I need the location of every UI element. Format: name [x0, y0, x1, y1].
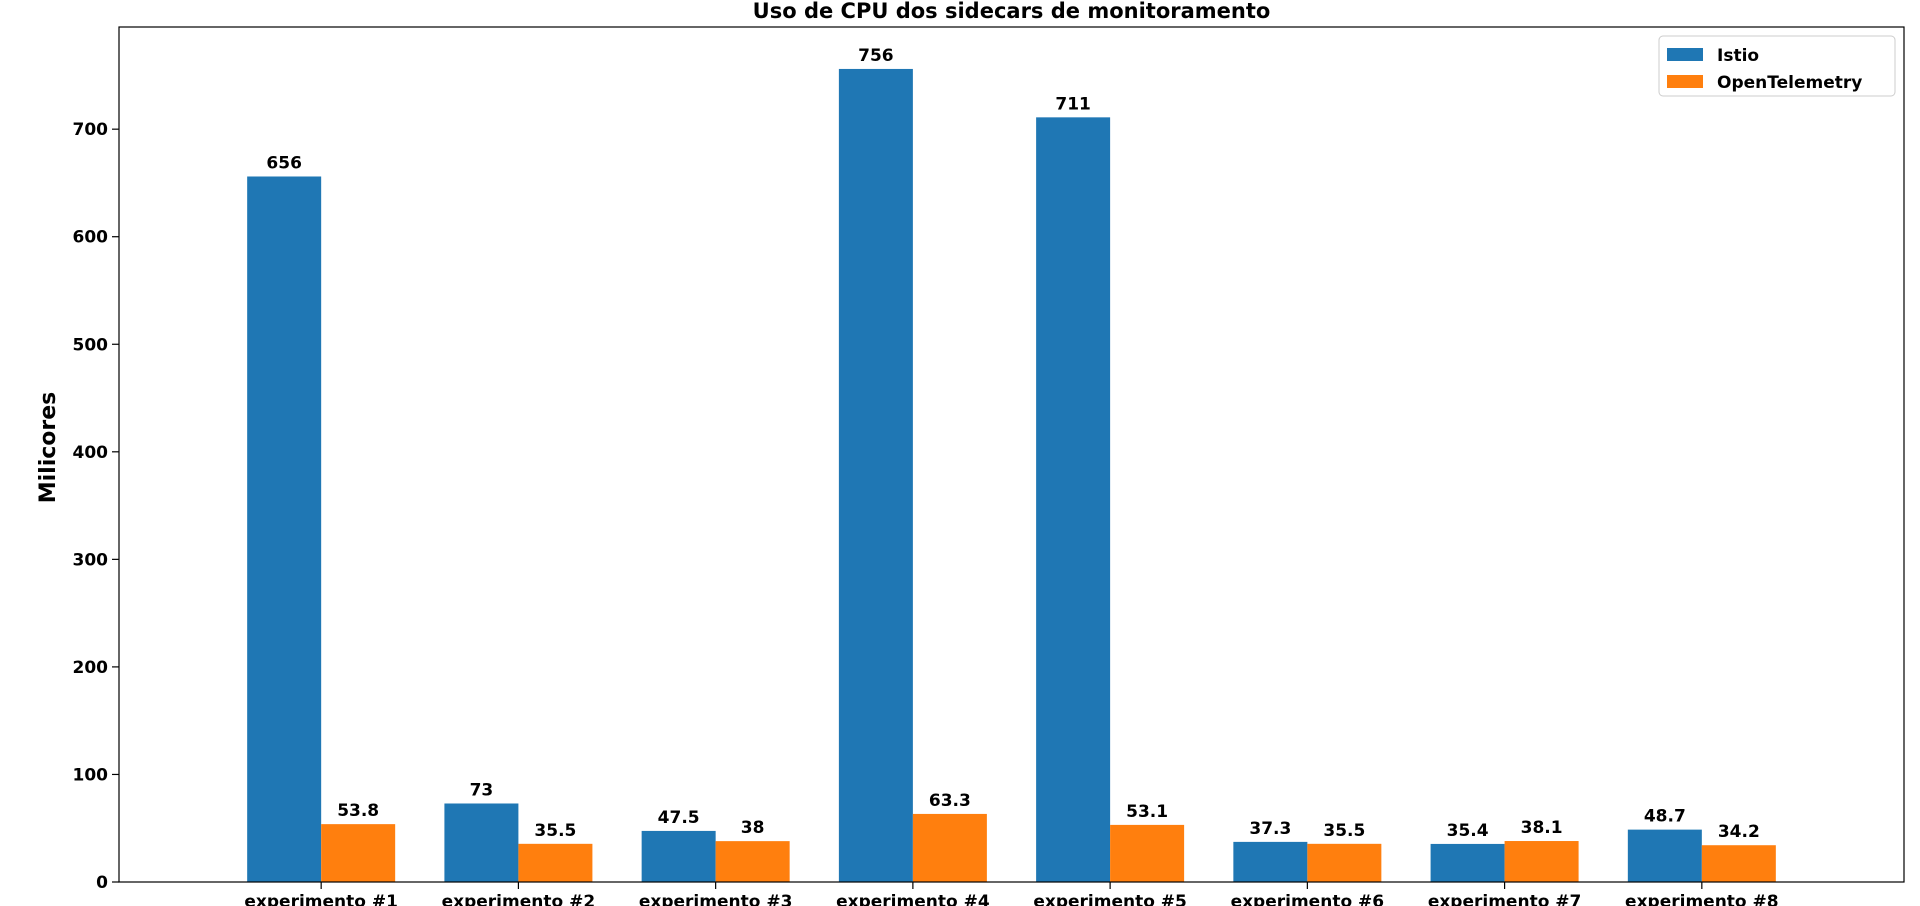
x-tick-label: experimento #1	[244, 892, 398, 906]
bar-value-label: 756	[858, 46, 894, 66]
bar-value-label: 711	[1055, 94, 1091, 114]
legend-label: Istio	[1717, 46, 1759, 66]
chart-title: Uso de CPU dos sidecars de monitoramento	[753, 0, 1271, 23]
x-tick-label: experimento #6	[1231, 892, 1385, 906]
x-axis: experimento #1 experimento #2 experimento …	[244, 882, 1779, 906]
bar-labels: 656 53.8 73 35.5 47.5 38 756 63.3 711 53.1 37.3 35.…	[266, 46, 1759, 842]
y-tick-label: 600	[73, 228, 109, 248]
legend-box	[1658, 35, 1896, 97]
bar-istio	[1036, 117, 1111, 883]
bar-value-label: 35.4	[1447, 821, 1489, 841]
bar-opentelemetry	[1110, 824, 1185, 882]
bar-istio	[444, 803, 519, 882]
bar-opentelemetry	[912, 813, 987, 882]
bar-value-label: 63.3	[929, 791, 971, 811]
y-tick-label: 500	[73, 335, 109, 355]
bar-value-label: 53.1	[1126, 802, 1168, 822]
legend: Istio OpenTelemetry	[1658, 35, 1896, 97]
bar-value-label: 34.2	[1718, 822, 1760, 842]
bar-value-label: 38	[741, 818, 765, 838]
bar-value-label: 35.5	[534, 821, 576, 841]
y-tick-label: 200	[73, 658, 109, 678]
bar-opentelemetry	[321, 824, 396, 882]
bar-opentelemetry	[1504, 841, 1579, 882]
bar-value-label: 38.1	[1521, 818, 1563, 838]
y-tick-label: 400	[73, 443, 109, 463]
x-tick-label: experimento #2	[442, 892, 596, 906]
y-tick-label: 100	[73, 765, 109, 785]
bar-opentelemetry	[1307, 843, 1382, 882]
y-tick-label: 700	[73, 120, 109, 140]
bar-istio	[247, 176, 322, 882]
y-axis-label: Milicores	[36, 392, 61, 504]
x-tick-label: experimento #3	[639, 892, 793, 906]
bar-opentelemetry	[715, 841, 790, 882]
legend-swatch	[1667, 75, 1703, 88]
y-tick-label: 0	[96, 873, 108, 893]
bar-value-label: 37.3	[1249, 819, 1291, 839]
x-tick-label: experimento #7	[1428, 892, 1582, 906]
bar-value-label: 53.8	[337, 801, 379, 821]
bar-istio	[641, 830, 716, 882]
bar-opentelemetry	[1701, 845, 1776, 882]
x-tick-label: experimento #4	[836, 892, 990, 906]
y-tick-label: 300	[73, 550, 109, 570]
x-tick-label: experimento #8	[1625, 892, 1779, 906]
x-tick-label: experimento #5	[1033, 892, 1187, 906]
bar-value-label: 73	[470, 780, 494, 800]
bars	[247, 68, 1776, 883]
bar-istio	[1430, 843, 1505, 882]
bar-opentelemetry	[518, 843, 593, 882]
bar-value-label: 35.5	[1323, 821, 1365, 841]
bar-value-label: 656	[266, 153, 302, 173]
bar-value-label: 48.7	[1644, 807, 1686, 827]
bar-istio	[1627, 829, 1702, 882]
bar-istio	[1233, 841, 1308, 882]
bar-istio	[838, 68, 913, 882]
plot-frame	[118, 26, 1905, 883]
bar-value-label: 47.5	[658, 808, 700, 828]
legend-label: OpenTelemetry	[1717, 73, 1862, 93]
legend-swatch	[1667, 48, 1703, 61]
y-axis: 0 100 200 300 400 500 600 700	[73, 120, 119, 893]
